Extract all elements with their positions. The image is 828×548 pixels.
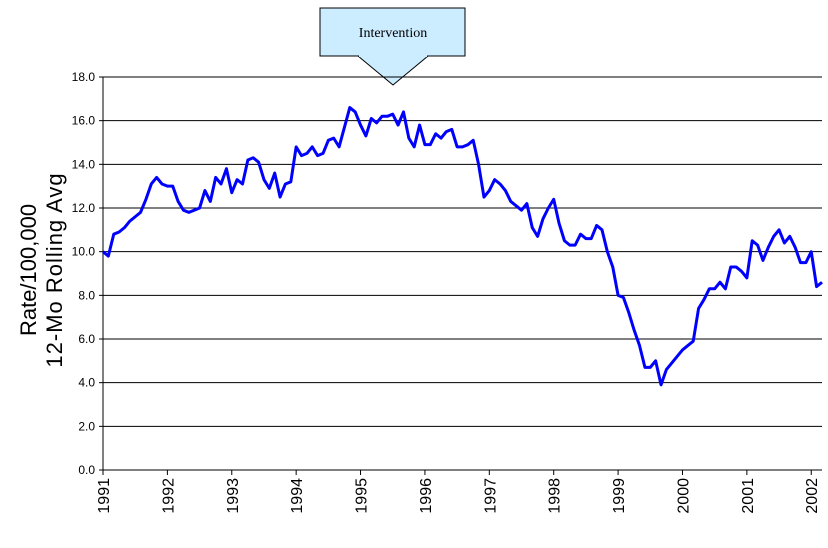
x-tick-label: 1998	[547, 478, 564, 514]
y-axis-label: 12-Mo Rolling Avg	[42, 172, 67, 367]
x-tick-label: 1996	[418, 478, 435, 514]
x-tick-label: 1995	[354, 478, 371, 514]
x-tick-label: 1997	[482, 478, 499, 514]
x-tick-label: 2002	[804, 478, 821, 514]
annotation-box	[319, 7, 466, 57]
y-tick-label: 12.0	[72, 201, 96, 215]
x-tick-label: 2001	[740, 478, 757, 514]
y-tick-label: 4.0	[78, 376, 95, 390]
y-tick-label: 6.0	[78, 332, 95, 346]
x-tick-label: 1991	[96, 478, 113, 514]
x-tick-label: 1994	[289, 478, 306, 514]
x-tick-label: 1999	[611, 478, 628, 514]
y-tick-label: 10.0	[72, 245, 96, 259]
y-tick-label: 16.0	[72, 114, 96, 128]
x-tick-label: 1992	[160, 478, 177, 514]
y-tick-label: 2.0	[78, 419, 95, 433]
x-tick-label: 1993	[225, 478, 242, 514]
y-axis-label: Rate/100,000	[16, 204, 41, 336]
y-tick-label: 0.0	[78, 463, 95, 477]
annotation-arrow	[356, 55, 430, 86]
y-tick-label: 18.0	[72, 70, 96, 84]
annotation: Intervention	[359, 26, 427, 41]
x-tick-label: 2000	[675, 478, 692, 514]
data-line	[102, 106, 823, 387]
y-tick-label: 8.0	[78, 288, 95, 302]
y-tick-label: 14.0	[72, 157, 96, 171]
